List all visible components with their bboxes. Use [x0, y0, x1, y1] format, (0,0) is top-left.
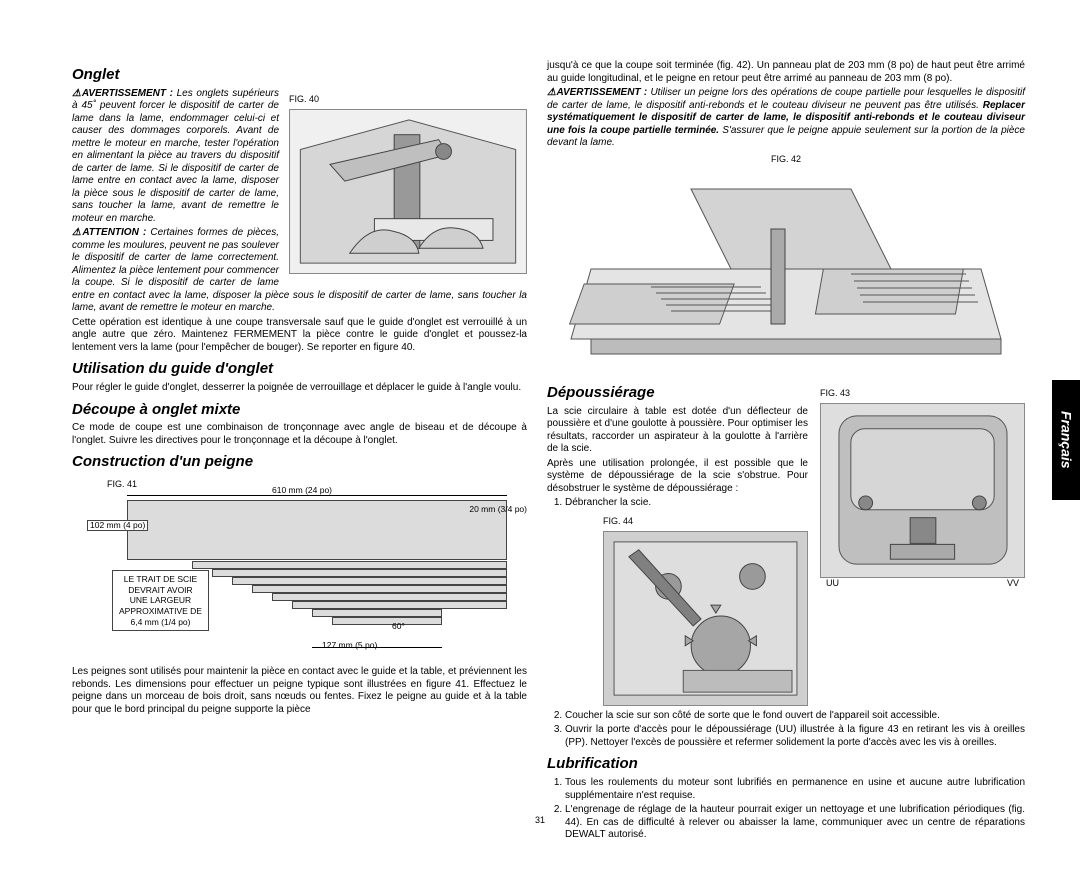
fig43-label: FIG. 43: [820, 388, 1025, 399]
fig44-image: [603, 531, 808, 706]
decoupe-para: Ce mode de coupe est une combinaison de …: [72, 422, 527, 447]
figure-40: FIG. 40: [289, 90, 527, 274]
warn2-label: AVERTISSEMENT :: [556, 87, 647, 98]
fig41-angle: 60°: [392, 621, 405, 632]
language-tab-label: Français: [1057, 411, 1075, 469]
fig41-label: FIG. 41: [107, 479, 137, 490]
lub-li2: L'engrenage de réglage de la hauteur pou…: [565, 804, 1025, 842]
fig43-vv: VV: [1007, 578, 1019, 589]
fig40-label: FIG. 40: [289, 94, 527, 105]
fig41-board: [127, 500, 507, 560]
fig41-kerf-note: LE TRAIT DE SCIE DEVRAIT AVOIR UNE LARGE…: [112, 570, 209, 631]
fig41-dim-102: 102 mm (4 po): [87, 520, 148, 531]
manual-page: Onglet FIG. 40 ⚠AVERTISSEMENT : Les ongl…: [0, 0, 1080, 874]
fig40-image: [289, 109, 527, 274]
fig41-dim-127: 127 mm (5 po): [322, 640, 377, 651]
page-number: 31: [535, 815, 545, 826]
heading-decoupe: Découpe à onglet mixte: [72, 401, 527, 420]
heading-lubrification: Lubrification: [547, 755, 1025, 774]
fig44-label: FIG. 44: [603, 516, 808, 527]
constr-para: Les peignes sont utilisés pour maintenir…: [72, 666, 527, 716]
warning-2: ⚠AVERTISSEMENT : Utiliser un peigne lors…: [547, 87, 1025, 150]
fig43-sublabels: UU VV: [820, 578, 1025, 589]
depou-li3: Ouvrir la porte d'accès pour le dépoussi…: [565, 724, 1025, 749]
lub-list: Tous les roulements du moteur sont lubri…: [565, 777, 1025, 842]
att-label: ATTENTION :: [82, 227, 146, 238]
heading-utilisation: Utilisation du guide d'onglet: [72, 360, 527, 379]
left-column: Onglet FIG. 40 ⚠AVERTISSEMENT : Les ongl…: [72, 60, 527, 844]
heading-onglet: Onglet: [72, 66, 527, 85]
fig42-image: [551, 169, 1021, 374]
language-tab: Français: [1052, 380, 1080, 500]
fig43-image: [820, 403, 1025, 578]
onglet-para: Cette opération est identique à une coup…: [72, 317, 527, 355]
fig43-uu: UU: [826, 578, 839, 589]
util-para: Pour régler le guide d'onglet, desserrer…: [72, 382, 527, 395]
right-column: jusqu'à ce que la coupe soit terminée (f…: [547, 60, 1025, 844]
fig41-dim-20: 20 mm (3/4 po): [469, 505, 527, 514]
figure-41: FIG. 41 610 mm (24 po) 102 mm (4 po) 20 …: [72, 475, 527, 660]
lub-li1: Tous les roulements du moteur sont lubri…: [565, 777, 1025, 802]
warn1-text: Les onglets supérieurs à 45˚ peuvent for…: [72, 88, 279, 224]
fig42-label: FIG. 42: [547, 154, 1025, 165]
warn1-label: AVERTISSEMENT :: [82, 88, 173, 99]
right-top-para: jusqu'à ce que la coupe soit terminée (f…: [547, 60, 1025, 85]
heading-construction: Construction d'un peigne: [72, 453, 527, 472]
figure-43: FIG. 43 UU VV: [820, 384, 1025, 590]
figure-44: FIG. 44: [603, 512, 808, 706]
